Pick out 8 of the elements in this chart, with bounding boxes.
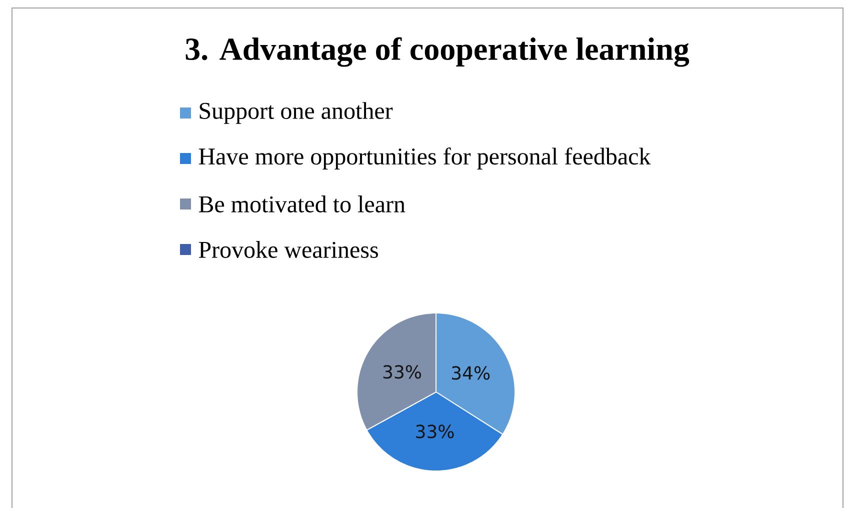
chart-title: 3. Advantage of cooperative learning <box>186 37 690 67</box>
legend-label: Provoke weariness <box>198 241 378 258</box>
data-label: 33% <box>416 424 454 438</box>
legend-label: Support one another <box>200 102 393 124</box>
legend-label: Be motivated to learn <box>198 196 406 212</box>
data-label: 33% <box>383 365 422 379</box>
data-label: 34% <box>452 366 490 380</box>
legend-label: Have more opportunities for personal feedback <box>198 147 651 170</box>
